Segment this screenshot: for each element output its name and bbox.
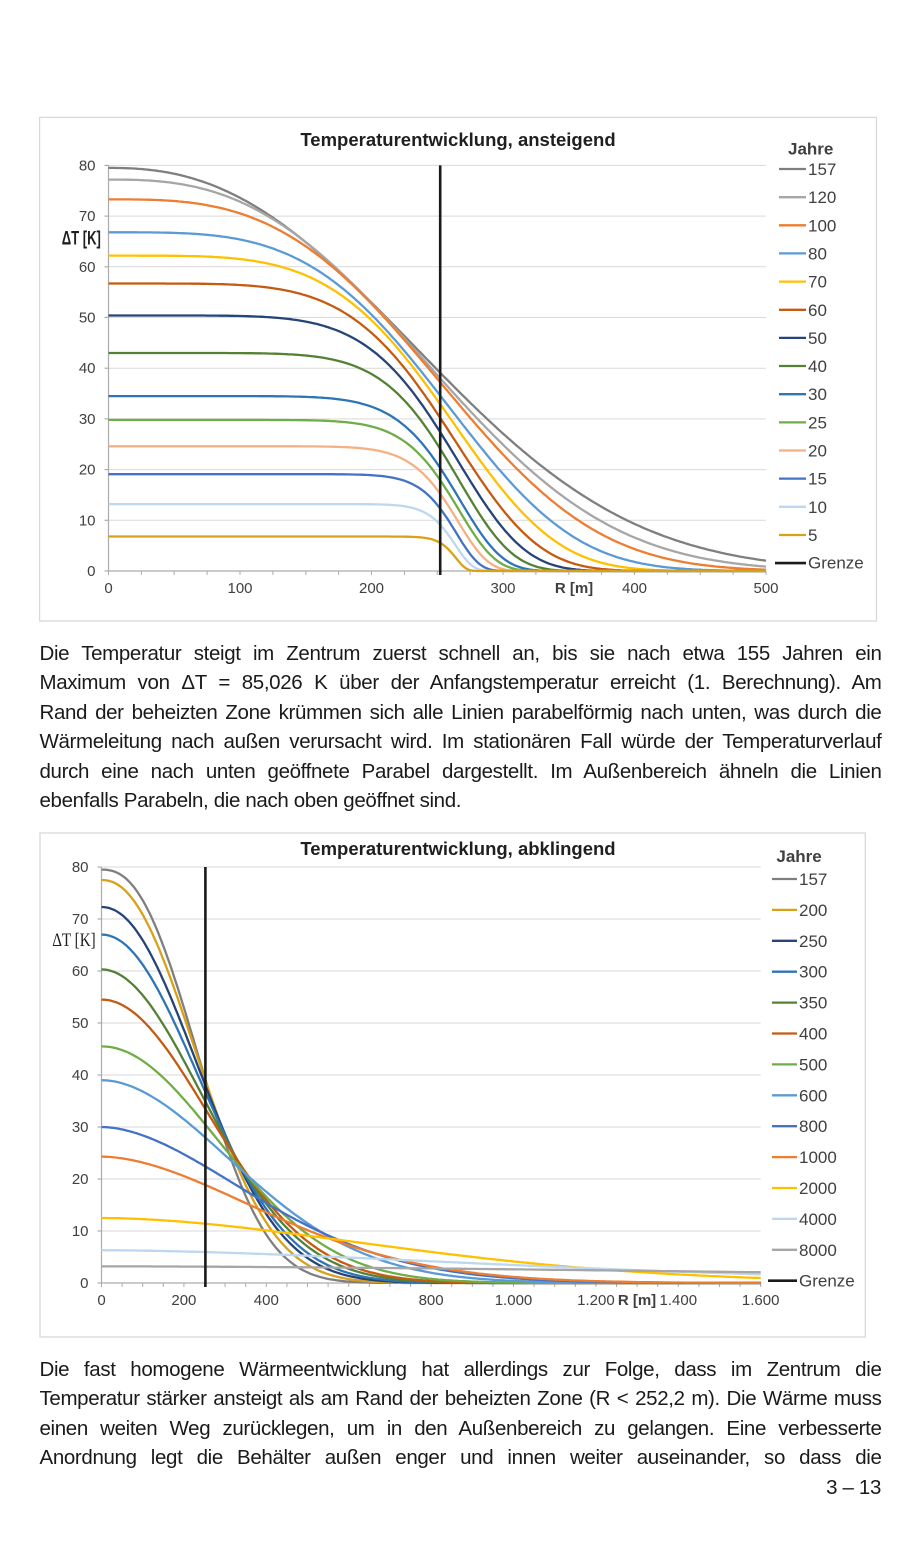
svg-text:R [m]: R [m] [555, 580, 593, 597]
svg-text:70: 70 [79, 208, 96, 225]
svg-text:10: 10 [72, 1223, 89, 1240]
svg-text:1.000: 1.000 [495, 1292, 533, 1309]
svg-text:100: 100 [227, 580, 252, 597]
svg-text:400: 400 [622, 580, 647, 597]
svg-text:120: 120 [808, 188, 836, 207]
svg-text:300: 300 [490, 580, 515, 597]
svg-text:Temperaturentwicklung, ansteig: Temperaturentwicklung, ansteigend [300, 129, 615, 150]
svg-text:1.600: 1.600 [742, 1292, 780, 1309]
svg-text:60: 60 [808, 301, 827, 320]
svg-text:200: 200 [171, 1292, 196, 1309]
svg-text:0: 0 [80, 1275, 88, 1292]
svg-text:40: 40 [72, 1067, 89, 1084]
svg-text:80: 80 [808, 244, 827, 263]
svg-text:Jahre: Jahre [776, 847, 821, 866]
svg-text:8000: 8000 [799, 1241, 837, 1260]
svg-text:80: 80 [72, 859, 89, 876]
svg-text:157: 157 [808, 160, 836, 179]
svg-text:30: 30 [808, 385, 827, 404]
svg-text:200: 200 [359, 580, 384, 597]
svg-text:10: 10 [79, 512, 96, 529]
svg-text:5: 5 [808, 526, 817, 545]
svg-text:15: 15 [808, 470, 827, 489]
svg-text:30: 30 [72, 1119, 89, 1136]
svg-text:30: 30 [79, 411, 96, 428]
svg-text:Grenze: Grenze [808, 554, 864, 573]
svg-text:4000: 4000 [799, 1210, 837, 1229]
svg-text:R [m]: R [m] [618, 1292, 656, 1309]
svg-text:0: 0 [97, 1292, 105, 1309]
svg-text:60: 60 [79, 259, 96, 276]
svg-text:Temperaturentwicklung, abkling: Temperaturentwicklung, abklingend [300, 838, 615, 859]
svg-text:500: 500 [799, 1055, 827, 1074]
svg-text:20: 20 [72, 1171, 89, 1188]
svg-text:10: 10 [808, 498, 827, 517]
svg-text:2000: 2000 [799, 1179, 837, 1198]
svg-text:ΔT [K]: ΔT [K] [62, 228, 101, 250]
svg-text:500: 500 [753, 580, 778, 597]
svg-text:1.200: 1.200 [577, 1292, 615, 1309]
svg-text:50: 50 [72, 1015, 89, 1032]
svg-text:0: 0 [87, 563, 95, 580]
svg-text:20: 20 [79, 462, 96, 479]
svg-text:0: 0 [104, 580, 112, 597]
svg-text:20: 20 [808, 442, 827, 461]
svg-text:157: 157 [799, 870, 827, 889]
svg-text:40: 40 [79, 360, 96, 377]
svg-text:50: 50 [79, 310, 96, 327]
svg-text:Grenze: Grenze [799, 1272, 855, 1291]
svg-text:70: 70 [72, 911, 89, 928]
svg-text:100: 100 [808, 216, 836, 235]
svg-text:50: 50 [808, 329, 827, 348]
svg-text:1000: 1000 [799, 1148, 837, 1167]
svg-text:25: 25 [808, 413, 827, 432]
svg-text:800: 800 [419, 1292, 444, 1309]
svg-text:600: 600 [799, 1086, 827, 1105]
svg-text:600: 600 [336, 1292, 361, 1309]
svg-text:400: 400 [799, 1025, 827, 1044]
svg-text:60: 60 [72, 963, 89, 980]
svg-text:70: 70 [808, 273, 827, 292]
svg-text:40: 40 [808, 357, 827, 376]
svg-text:350: 350 [799, 994, 827, 1013]
svg-text:300: 300 [799, 963, 827, 982]
svg-text:ΔT [K]: ΔT [K] [52, 930, 95, 951]
svg-text:200: 200 [799, 901, 827, 920]
svg-text:80: 80 [79, 157, 96, 174]
svg-text:250: 250 [799, 932, 827, 951]
svg-text:800: 800 [799, 1117, 827, 1136]
svg-text:Jahre: Jahre [788, 139, 833, 158]
svg-text:400: 400 [254, 1292, 279, 1309]
svg-text:1.400: 1.400 [660, 1292, 698, 1309]
